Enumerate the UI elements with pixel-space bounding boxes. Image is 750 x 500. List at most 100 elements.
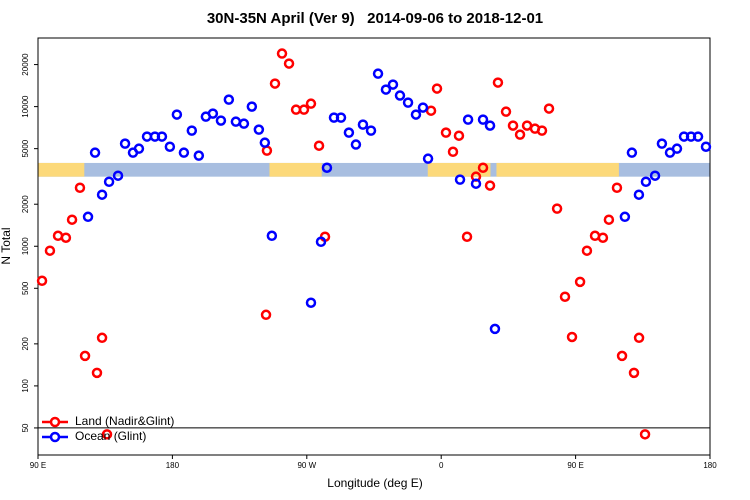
- data-point: [387, 79, 399, 90]
- data-point: [656, 138, 668, 149]
- data-point: [266, 230, 278, 242]
- data-point: [566, 331, 578, 343]
- data-point: [454, 174, 466, 185]
- x-axis-label: Longitude (deg E): [327, 476, 422, 490]
- data-point: [96, 189, 108, 200]
- data-point: [633, 189, 645, 200]
- data-point: [365, 125, 377, 136]
- y-tick-label: 500: [21, 281, 30, 295]
- data-point: [357, 119, 369, 130]
- x-tick-label: 90 E: [567, 461, 583, 470]
- chart-title: 30N-35N April (Ver 9) 2014-09-06 to 2018…: [207, 10, 543, 27]
- y-axis-label: N Total: [0, 227, 13, 264]
- data-point: [574, 276, 586, 288]
- data-point: [112, 170, 124, 181]
- data-point: [246, 101, 258, 112]
- data-point: [66, 214, 78, 225]
- data-point: [260, 309, 272, 321]
- data-point: [633, 332, 645, 344]
- data-point: [133, 143, 145, 154]
- data-point: [402, 97, 414, 108]
- data-point: [470, 178, 482, 189]
- data-point: [639, 429, 651, 440]
- data-point: [186, 125, 198, 136]
- y-tick-label: 1000: [21, 237, 30, 255]
- data-point: [484, 120, 496, 131]
- data-point: [616, 350, 628, 362]
- data-point: [238, 118, 250, 129]
- data-point: [283, 58, 295, 69]
- data-point: [259, 137, 271, 148]
- data-point: [431, 83, 443, 94]
- data-point: [700, 141, 712, 152]
- data-point: [671, 143, 683, 154]
- data-point: [343, 127, 355, 138]
- data-point: [298, 104, 310, 115]
- data-point: [640, 176, 652, 187]
- y-tick-label: 100: [21, 379, 30, 393]
- data-point: [559, 291, 571, 302]
- data-point: [223, 94, 235, 105]
- data-point: [489, 323, 501, 335]
- data-point: [350, 139, 362, 150]
- legend-label: Ocean (Glint): [75, 429, 146, 443]
- plot-frame: [37, 37, 711, 456]
- x-tick-label: 90 W: [297, 461, 316, 470]
- data-point: [462, 114, 474, 125]
- data-point: [207, 108, 219, 119]
- data-point: [626, 147, 638, 158]
- data-point: [394, 90, 406, 101]
- data-point: [119, 138, 131, 149]
- data-point: [500, 106, 512, 117]
- legend-marker: [49, 416, 61, 428]
- data-point: [543, 103, 555, 114]
- data-point: [536, 125, 548, 136]
- legend-label: Land (Nadir&Glint): [75, 414, 174, 428]
- data-point: [321, 162, 333, 173]
- y-tick-label: 5000: [21, 139, 30, 157]
- data-point: [91, 367, 103, 379]
- data-point: [315, 236, 327, 248]
- mask-band-land: [269, 162, 322, 177]
- data-point: [60, 232, 72, 243]
- data-point: [425, 105, 437, 116]
- data-point: [178, 147, 190, 158]
- data-point: [156, 131, 168, 142]
- data-point: [619, 211, 631, 223]
- data-point: [440, 127, 452, 138]
- data-point: [461, 231, 473, 242]
- data-point: [103, 176, 115, 187]
- data-point: [276, 48, 288, 59]
- mask-band-land: [496, 162, 619, 177]
- data-point: [101, 429, 113, 440]
- x-tick-label: 180: [166, 461, 180, 470]
- data-point: [581, 245, 593, 256]
- data-point: [628, 367, 640, 379]
- data-point: [410, 109, 422, 120]
- data-point: [79, 350, 91, 362]
- y-tick-label: 200: [21, 337, 30, 351]
- data-point: [422, 153, 434, 164]
- data-point: [305, 98, 317, 109]
- data-point: [380, 84, 392, 95]
- data-point: [692, 131, 704, 142]
- data-point: [477, 162, 489, 173]
- data-point: [477, 114, 489, 125]
- data-point: [372, 68, 384, 79]
- data-point: [215, 115, 227, 126]
- data-point: [74, 182, 86, 194]
- data-point: [253, 124, 265, 135]
- mask-band-land: [38, 162, 85, 177]
- x-tick-label: 0: [439, 461, 444, 470]
- data-point: [507, 120, 519, 131]
- data-point: [417, 102, 429, 113]
- data-point: [82, 211, 94, 223]
- y-tick-label: 20000: [21, 53, 30, 76]
- data-point: [313, 140, 325, 151]
- data-point: [597, 232, 609, 243]
- data-point: [269, 78, 281, 89]
- data-point: [611, 182, 623, 194]
- data-point: [44, 245, 56, 256]
- data-point: [89, 147, 101, 158]
